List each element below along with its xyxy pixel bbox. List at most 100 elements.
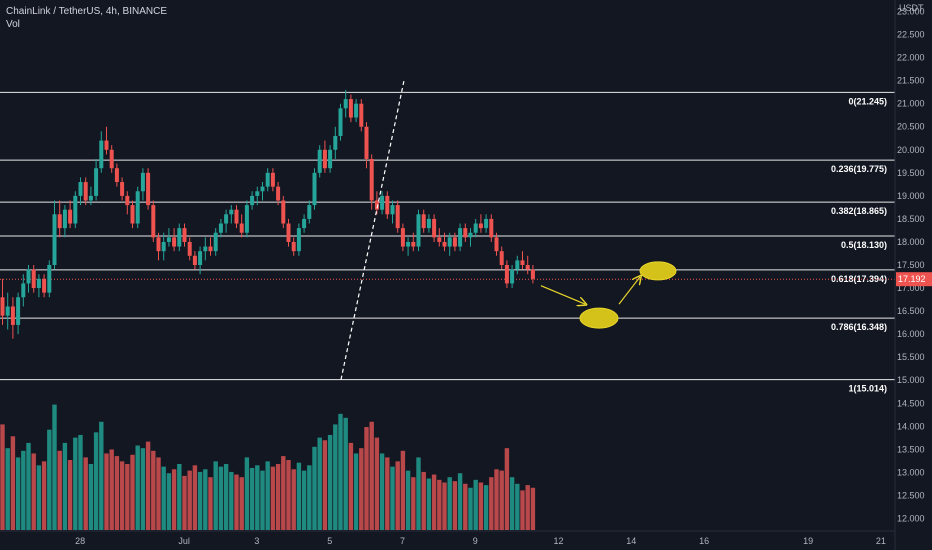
candle-body xyxy=(343,99,348,109)
candle-body xyxy=(5,306,10,316)
candle-body xyxy=(411,241,416,247)
volume-bar xyxy=(67,460,73,530)
candle-body xyxy=(31,269,36,289)
candle-body xyxy=(78,182,83,196)
volume-bar xyxy=(145,441,151,530)
candle-body xyxy=(296,228,301,252)
y-tick-label: 21.500 xyxy=(897,76,925,86)
volume-bar xyxy=(504,448,510,530)
volume-bar xyxy=(426,478,432,530)
candle-body xyxy=(234,209,239,224)
candle-body xyxy=(338,108,343,136)
candle-body xyxy=(390,205,395,215)
candle-body xyxy=(307,205,312,219)
volume-bar xyxy=(161,466,166,530)
volume-bar xyxy=(478,482,484,530)
volume-indicator-label: Vol xyxy=(6,19,20,30)
y-tick-label: 23.000 xyxy=(897,7,925,17)
candle-body xyxy=(286,223,291,242)
x-tick-label: 21 xyxy=(876,536,886,546)
candle-body xyxy=(489,218,494,238)
volume-bar xyxy=(218,466,224,530)
volume-bar xyxy=(421,471,426,530)
volume-bar xyxy=(223,464,229,530)
volume-bar xyxy=(15,457,21,530)
candle-body xyxy=(166,237,171,242)
candle-body xyxy=(416,214,421,247)
trendline-dashed xyxy=(340,80,405,380)
candle-body xyxy=(73,195,78,224)
candle-body xyxy=(172,237,177,247)
y-tick-label: 17.500 xyxy=(897,260,925,270)
x-tick-label: 7 xyxy=(400,536,405,546)
volume-bar xyxy=(270,466,276,530)
volume-bar xyxy=(483,485,489,530)
volume-bar xyxy=(447,477,452,530)
volume-bar xyxy=(119,461,125,530)
target-ellipse-high xyxy=(639,261,677,281)
candle-body xyxy=(473,223,478,233)
volume-bar xyxy=(317,437,322,530)
volume-bar xyxy=(21,450,26,530)
current-price-tag xyxy=(896,272,932,287)
candle-body xyxy=(400,228,405,247)
volume-bar xyxy=(73,437,78,530)
candle-body xyxy=(354,103,359,118)
volume-bar xyxy=(400,450,406,530)
volume-bar xyxy=(348,442,354,530)
volume-bar xyxy=(468,487,473,530)
candle-body xyxy=(57,214,62,229)
candle-body xyxy=(432,218,437,238)
volume-bar xyxy=(151,450,156,530)
volume-bar xyxy=(52,404,57,530)
candle-body xyxy=(437,237,442,242)
y-tick-label: 21.000 xyxy=(897,99,925,109)
volume-bar xyxy=(208,477,213,530)
fib-layer: 0(21.245) 0.236(19.775) 0.382(18.865) 0.5(1… xyxy=(0,91,895,394)
candle-body xyxy=(125,195,130,206)
candle-body xyxy=(229,209,234,215)
candle-body xyxy=(369,159,374,201)
volume-bar xyxy=(213,461,218,530)
volume-bar xyxy=(5,448,10,530)
candle-body xyxy=(255,191,260,196)
annotation-layer xyxy=(340,80,677,380)
candle-body xyxy=(494,237,499,252)
y-tick-label: 16.000 xyxy=(897,329,925,339)
candle-body xyxy=(135,191,140,224)
volume-bar xyxy=(442,482,447,530)
volume-bar xyxy=(203,469,208,530)
y-tick-label: 16.500 xyxy=(897,306,925,316)
volume-layer xyxy=(0,404,536,530)
candle-body xyxy=(385,195,390,215)
candle-body xyxy=(146,172,151,206)
volume-bar xyxy=(338,413,343,530)
volume-bar xyxy=(437,479,442,530)
candle-body xyxy=(426,218,431,229)
volume-bar xyxy=(47,429,52,530)
volume-bar xyxy=(99,421,104,530)
fib-level-label: 0.236(19.775) xyxy=(831,164,887,174)
candle-body xyxy=(224,214,229,224)
volume-bar xyxy=(182,475,187,530)
y-tick-label: 13.000 xyxy=(897,467,925,477)
volume-bar xyxy=(364,427,369,530)
x-tick-label: 9 xyxy=(473,536,478,546)
candle-body xyxy=(198,251,203,265)
volume-bar xyxy=(234,474,239,530)
volume-bar xyxy=(10,436,16,530)
candle-body xyxy=(151,205,156,238)
y-tick-label: 15.500 xyxy=(897,352,925,362)
volume-bar xyxy=(416,457,421,530)
volume-bar xyxy=(166,473,172,530)
y-tick-label: 17.000 xyxy=(897,283,925,293)
candle-body xyxy=(452,237,457,247)
volume-bar xyxy=(489,477,494,530)
volume-bar xyxy=(291,469,296,530)
x-tick-label: Jul xyxy=(178,536,190,546)
volume-bar xyxy=(36,465,42,530)
candle-body xyxy=(62,209,67,229)
